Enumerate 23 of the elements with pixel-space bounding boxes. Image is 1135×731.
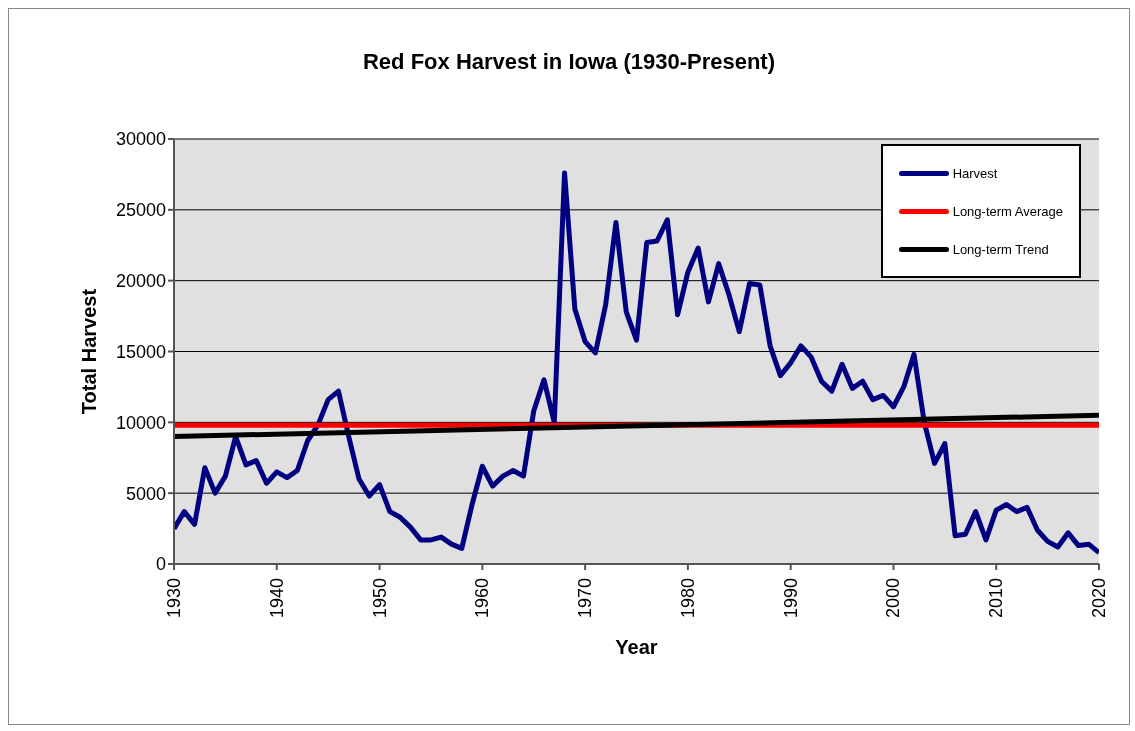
- x-tick-label: 1960: [472, 578, 493, 619]
- x-tick-label: 1940: [266, 578, 287, 619]
- y-tick-label: 5000: [125, 483, 166, 504]
- x-tick-label: 1930: [164, 578, 184, 619]
- y-tick-label: 10000: [115, 412, 166, 433]
- legend-label: Long-term Average: [952, 203, 1063, 219]
- x-axis-title: Year: [615, 636, 658, 658]
- y-tick-label: 0: [155, 554, 166, 575]
- legend-label: Harvest: [952, 165, 998, 181]
- y-axis-title: Total Harvest: [78, 288, 101, 415]
- x-tick-label: 2020: [1089, 578, 1109, 619]
- x-tick-label: 1980: [677, 578, 698, 619]
- x-tick-label: 2010: [986, 578, 1007, 619]
- x-tick-label: 2000: [883, 578, 904, 619]
- y-tick-label: 30000: [115, 129, 166, 150]
- chart-title: Red Fox Harvest in Iowa (1930-Present): [362, 49, 776, 75]
- y-tick-label: 25000: [115, 200, 166, 221]
- y-tick-label: 20000: [115, 271, 166, 292]
- legend-label: Long-term Trend: [952, 241, 1049, 257]
- y-tick-label: 15000: [115, 341, 166, 362]
- x-tick-label: 1970: [575, 578, 596, 619]
- x-tick-label: 1950: [369, 578, 390, 619]
- x-tick-label: 1990: [780, 578, 801, 619]
